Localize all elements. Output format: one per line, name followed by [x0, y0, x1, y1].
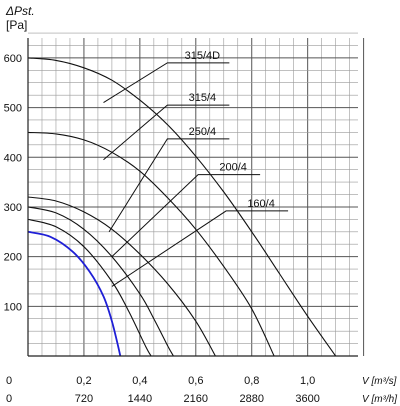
- x-tick-label-m3s: 0,4: [132, 375, 147, 387]
- curves: [27, 57, 337, 357]
- x-tick-label-m3s: 0: [6, 375, 12, 387]
- y-tick-label: 400: [4, 152, 22, 164]
- curve-label: 315/4: [189, 92, 217, 104]
- curve-label: 250/4: [189, 126, 217, 138]
- callout-leader-line: [103, 104, 230, 161]
- callout-leader-line: [103, 62, 230, 104]
- x-axis-unit-m3h: V [m³/h]: [362, 394, 397, 405]
- fan-curve-315-4: [27, 131, 275, 357]
- x-tick-label-m3h: 1440: [128, 393, 152, 405]
- x-axis-unit-m3s: V [m³/s]: [362, 376, 397, 387]
- fan-curve-highlighted: [27, 230, 122, 357]
- grid: [27, 32, 365, 357]
- callout-leader-line: [111, 210, 289, 287]
- callout-leader-line: [111, 174, 261, 257]
- x-tick-label-m3h: 0: [6, 393, 12, 405]
- y-tick-label: 600: [4, 53, 22, 65]
- fan-curve-160-4: [27, 218, 152, 357]
- fan-curve-200-4: [27, 206, 174, 357]
- y-axis-label: ΔPst.: [5, 4, 35, 18]
- x-tick-label-m3h: 3600: [295, 393, 319, 405]
- curve-label: 315/4D: [185, 50, 221, 62]
- x-tick-label-m3h: 720: [75, 393, 93, 405]
- fan-curve-315-4D: [27, 57, 337, 357]
- axes: 100 200 300 400 500 600 0 0 0,2 720 0,4 1440 0,6 2160…: [4, 38, 358, 405]
- y-tick-label: 100: [4, 301, 22, 313]
- x-tick-label-m3s: 0,6: [188, 375, 203, 387]
- y-axis-unit: [Pa]: [6, 18, 27, 32]
- curve-label: 160/4: [247, 198, 275, 210]
- curve-label: 200/4: [219, 162, 247, 174]
- x-tick-label-m3s: 0,2: [76, 375, 91, 387]
- x-tick-label-m3s: 1,0: [300, 375, 315, 387]
- fan-curve-250-4: [27, 196, 216, 357]
- y-tick-label: 300: [4, 202, 22, 214]
- y-tick-label: 500: [4, 103, 22, 115]
- y-tick-label: 200: [4, 252, 22, 264]
- callout-leader-line: [108, 138, 230, 233]
- curve-callouts: 315/4D 315/4 250/4 200/4 160/4: [103, 50, 289, 287]
- x-tick-label-m3s: 0,8: [244, 375, 259, 387]
- x-tick-label-m3h: 2880: [239, 393, 263, 405]
- x-tick-label-m3h: 2160: [184, 393, 208, 405]
